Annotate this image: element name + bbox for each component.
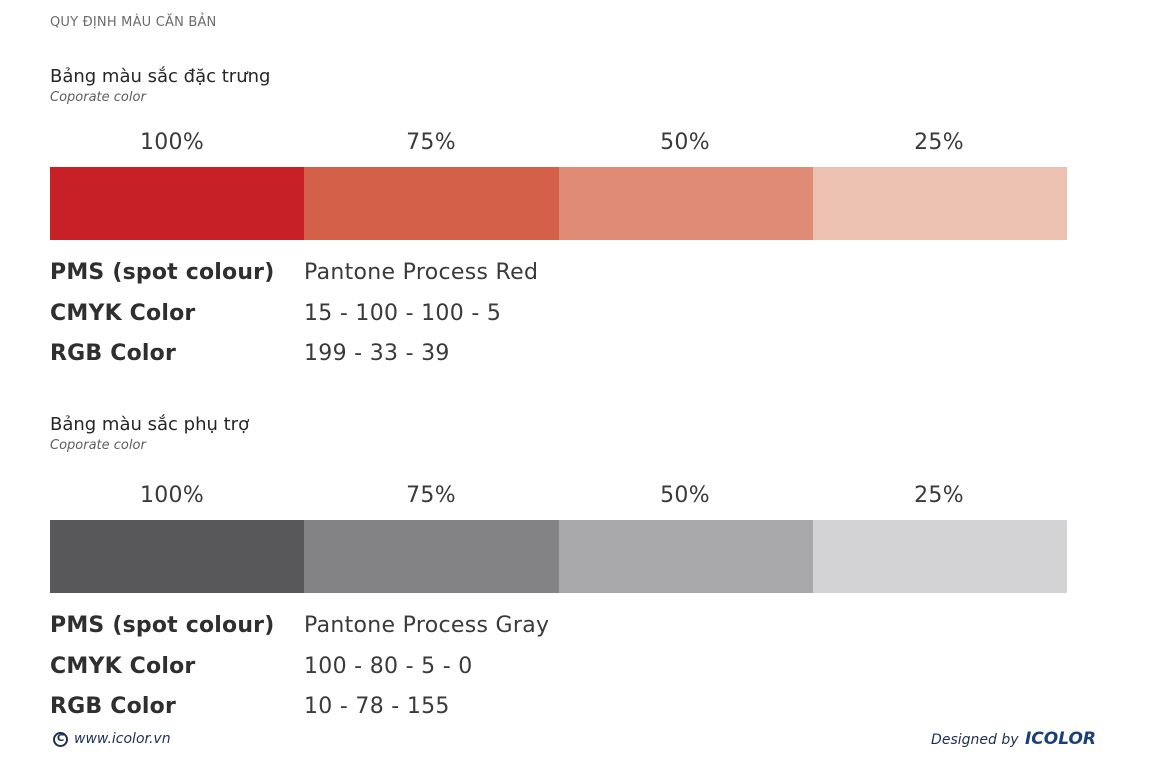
spec-label: RGB Color bbox=[50, 694, 176, 719]
footer-website: C www.icolor.vn bbox=[53, 731, 171, 747]
spec-label: PMS (spot colour) bbox=[50, 260, 275, 285]
primary-color-section: Bảng màu sắc đặc trưng Coporate color 10… bbox=[50, 66, 1067, 366]
spec-value: 199 - 33 - 39 bbox=[304, 341, 450, 366]
color-spec-table: PMS (spot colour) Pantone Process Red CM… bbox=[50, 260, 750, 382]
color-swatch bbox=[558, 167, 813, 240]
spec-value: 100 - 80 - 5 - 0 bbox=[304, 653, 473, 679]
color-spec-table: PMS (spot colour) Pantone Process Gray C… bbox=[50, 613, 750, 735]
percentage-row: 100% 75% 50% 25% bbox=[50, 483, 1067, 513]
spec-value: Pantone Process Gray bbox=[304, 613, 550, 638]
spec-label: CMYK Color bbox=[50, 300, 196, 326]
color-swatch-row bbox=[50, 167, 1067, 240]
percentage-label: 50% bbox=[660, 483, 710, 508]
section-subtitle: Coporate color bbox=[50, 90, 146, 105]
spec-label: RGB Color bbox=[50, 341, 176, 366]
section-title: Bảng màu sắc đặc trưng bbox=[50, 66, 271, 87]
website-link[interactable]: www.icolor.vn bbox=[74, 731, 171, 747]
section-title: Bảng màu sắc phụ trợ bbox=[50, 414, 250, 435]
spec-row: PMS (spot colour) Pantone Process Red bbox=[50, 260, 750, 301]
percentage-label: 25% bbox=[914, 483, 964, 508]
copyright-icon: C bbox=[53, 731, 68, 747]
color-swatch-row bbox=[50, 520, 1067, 593]
percentage-label: 50% bbox=[660, 130, 710, 155]
percentage-label: 100% bbox=[139, 483, 205, 508]
spec-value: 10 - 78 - 155 bbox=[304, 694, 450, 719]
color-swatch bbox=[812, 167, 1067, 240]
footer-credit: Designed by ICOLOR bbox=[931, 729, 1096, 749]
percentage-label: 25% bbox=[914, 130, 964, 155]
secondary-color-section: Bảng màu sắc phụ trợ Coporate color 100%… bbox=[50, 414, 1067, 719]
color-swatch bbox=[812, 520, 1067, 593]
spec-label: PMS (spot colour) bbox=[50, 613, 275, 638]
page-header-label: QUY ĐỊNH MÀU CĂN BẢN bbox=[50, 15, 217, 30]
spec-row: CMYK Color 15 - 100 - 100 - 5 bbox=[50, 301, 750, 342]
spec-row: RGB Color 199 - 33 - 39 bbox=[50, 341, 750, 382]
designed-by-text: Designed by bbox=[931, 732, 1019, 748]
spec-row: PMS (spot colour) Pantone Process Gray bbox=[50, 613, 750, 654]
color-swatch bbox=[558, 520, 813, 593]
percentage-label: 100% bbox=[139, 130, 205, 155]
color-swatch bbox=[50, 520, 305, 593]
spec-value: 15 - 100 - 100 - 5 bbox=[304, 300, 502, 326]
color-swatch bbox=[304, 167, 559, 240]
color-swatch bbox=[304, 520, 559, 593]
percentage-label: 75% bbox=[406, 483, 456, 508]
brand-logo-text: ICOLOR bbox=[1024, 729, 1096, 749]
spec-row: CMYK Color 100 - 80 - 5 - 0 bbox=[50, 654, 750, 695]
color-swatch bbox=[50, 167, 305, 240]
section-subtitle: Coporate color bbox=[50, 438, 146, 453]
spec-label: CMYK Color bbox=[50, 653, 196, 679]
spec-value: Pantone Process Red bbox=[304, 260, 539, 285]
percentage-label: 75% bbox=[406, 130, 456, 155]
spec-row: RGB Color 10 - 78 - 155 bbox=[50, 694, 750, 735]
percentage-row: 100% 75% 50% 25% bbox=[50, 130, 1067, 160]
